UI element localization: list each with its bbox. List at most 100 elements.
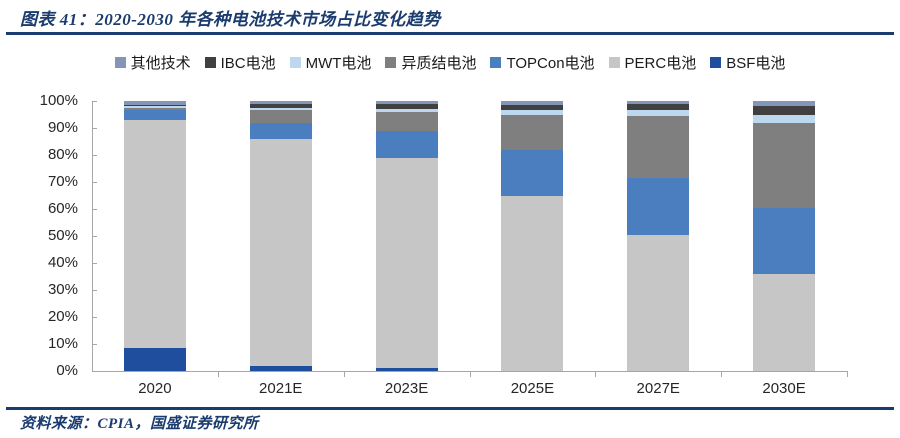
bar-segment-TOPCon电池-2030E [753, 207, 816, 274]
legend-item-MWT电池: MWT电池 [289, 52, 372, 73]
x-axis-tick-mark [847, 371, 848, 377]
y-axis-label: 70% [47, 173, 78, 190]
bar-segment-PERC电池-2023E [375, 157, 438, 369]
x-axis-tick-mark [469, 371, 471, 377]
legend-swatch-icon [204, 57, 216, 68]
bar-segment-TOPCon电池-2025E [501, 149, 564, 196]
bar-segment-PERC电池-2030E [753, 273, 816, 371]
x-axis-label-2027E: 2027E [636, 380, 680, 397]
title-rule [6, 32, 894, 35]
y-axis-label: 60% [47, 200, 78, 217]
bar-segment-PERC电池-2020 [123, 119, 186, 349]
y-axis-label: 80% [47, 146, 78, 163]
legend-item-BSF电池: BSF电池 [710, 52, 785, 73]
bar-segment-TOPCon电池-2027E [627, 177, 690, 235]
bar-segment-其他技术-2030E [753, 101, 816, 107]
bar-segment-异质结电池-2023E [375, 111, 438, 131]
y-axis-label: 40% [47, 254, 78, 271]
bar-segment-MWT电池-2030E [753, 114, 816, 123]
legend-item-PERC电池: PERC电池 [608, 52, 697, 73]
bar-segment-其他技术-2023E [375, 101, 438, 104]
bar-segment-BSF电池-2020 [123, 348, 186, 371]
y-axis-tick-mark [92, 209, 97, 210]
bar-segment-IBC电池-2021E [249, 103, 312, 108]
y-axis-tick-mark [92, 344, 97, 345]
x-axis-label-2025E: 2025E [510, 380, 555, 397]
legend-label: IBC电池 [220, 55, 276, 72]
y-axis-tick-mark [92, 236, 97, 237]
bar-segment-MWT电池-2020 [123, 106, 186, 108]
bar-segment-异质结电池-2027E [627, 115, 690, 178]
y-axis-tick-mark [92, 155, 97, 156]
bar-2025E [501, 101, 564, 371]
bar-segment-异质结电池-2020 [123, 107, 186, 111]
y-axis-tick-mark [92, 290, 97, 291]
y-axis-label: 30% [47, 281, 78, 298]
y-axis-label: 0% [56, 362, 78, 379]
bar-segment-MWT电池-2027E [627, 110, 690, 116]
bar-segment-TOPCon电池-2020 [123, 110, 186, 120]
bar-segment-TOPCon电池-2021E [249, 122, 312, 139]
legend-swatch-icon [114, 57, 126, 68]
bar-segment-其他技术-2020 [123, 101, 186, 106]
legend-label: 其他技术 [130, 55, 191, 72]
legend-label: PERC电池 [624, 55, 697, 72]
bar-segment-IBC电池-2027E [627, 103, 690, 111]
legend-swatch-icon [608, 57, 620, 68]
x-axis-tick-mark [343, 371, 345, 377]
legend-swatch-icon [490, 57, 502, 68]
bar-segment-BSF电池-2023E [375, 368, 438, 371]
y-axis-label: 90% [47, 119, 78, 136]
bar-segment-IBC电池-2030E [753, 106, 816, 115]
bar-segment-PERC电池-2021E [249, 138, 312, 366]
bar-segment-其他技术-2021E [249, 101, 312, 104]
bar-segment-其他技术-2027E [627, 101, 690, 104]
bar-segment-IBC电池-2025E [501, 105, 564, 111]
y-axis-tick-mark [92, 317, 97, 318]
y-axis-label: 50% [47, 227, 78, 244]
legend-label: MWT电池 [305, 55, 372, 72]
bar-2023E [375, 101, 438, 371]
bar-segment-BSF电池-2021E [249, 365, 312, 371]
bar-segment-PERC电池-2027E [627, 234, 690, 371]
bar-segment-TOPCon电池-2023E [375, 130, 438, 158]
bar-segment-其他技术-2025E [501, 101, 564, 106]
bar-segment-MWT电池-2025E [501, 110, 564, 115]
bar-2021E [249, 101, 312, 371]
y-axis-tick-mark [92, 128, 97, 129]
x-axis-label-2023E: 2023E [384, 380, 429, 397]
legend-item-异质结电池: 异质结电池 [385, 52, 476, 73]
legend-item-其他技术: 其他技术 [114, 52, 191, 73]
bar-segment-IBC电池-2020 [123, 105, 186, 107]
x-axis-tick-mark [721, 371, 723, 377]
bar-2020 [123, 101, 186, 371]
legend-swatch-icon [289, 57, 301, 68]
x-axis-label-2030E: 2030E [762, 380, 806, 397]
y-axis-label: 20% [47, 308, 78, 325]
bar-segment-PERC电池-2025E [501, 195, 564, 371]
y-axis-tick-mark [92, 101, 97, 102]
bar-segment-IBC电池-2023E [375, 103, 438, 110]
bar-segment-MWT电池-2021E [249, 107, 312, 111]
x-axis-label-2021E: 2021E [259, 380, 303, 397]
legend-item-IBC电池: IBC电池 [204, 52, 276, 73]
y-axis-tick-mark [92, 263, 97, 264]
x-axis-tick-mark [217, 371, 219, 377]
figure-source: 资料来源：CPIA，国盛证券研究所 [20, 416, 259, 432]
bar-2030E [753, 101, 816, 371]
bar-segment-异质结电池-2030E [753, 122, 816, 208]
chart-legend: 其他技术 IBC电池 MWT电池 异质结电池 TOPCon电池 PERC电池 BSF电池 [0, 52, 900, 73]
bar-2027E [627, 101, 690, 371]
bar-segment-异质结电池-2025E [501, 114, 564, 150]
y-axis-tick-mark [92, 182, 97, 183]
y-axis-line [92, 101, 93, 371]
y-axis-label: 100% [39, 92, 78, 109]
y-axis-label: 10% [47, 335, 78, 352]
bar-segment-MWT电池-2023E [375, 109, 438, 112]
legend-swatch-icon [710, 57, 722, 68]
x-axis-label-2020: 2020 [138, 380, 172, 397]
x-axis-tick-mark [595, 371, 597, 377]
legend-swatch-icon [385, 57, 397, 68]
